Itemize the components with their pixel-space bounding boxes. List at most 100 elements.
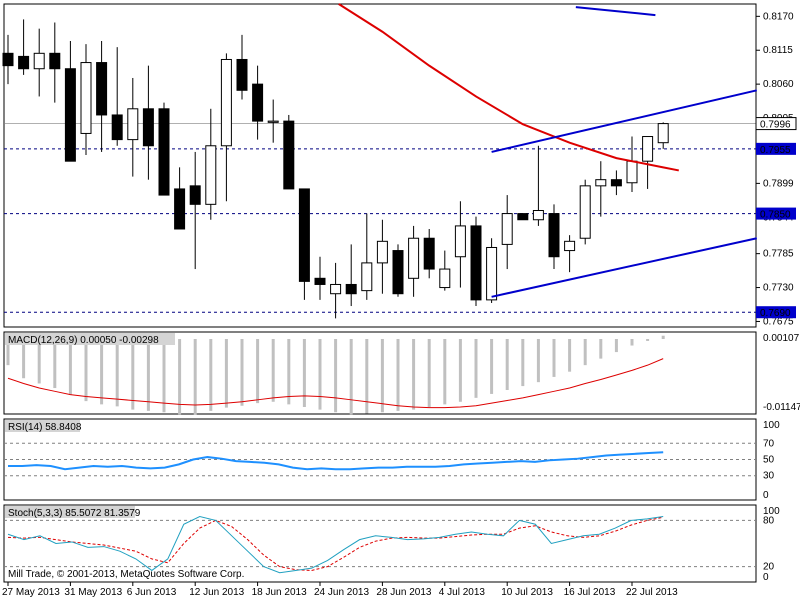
price-level-label: 0.7955 [760,145,791,156]
candle-body [283,120,295,190]
price-y-tick-label: 0.8060 [763,79,794,90]
footer-copyright: Mill Trade, © 2001-2013, MetaQuotes Soft… [8,569,245,580]
stoch-signal-line [7,516,664,571]
candle-body [111,114,123,141]
rsi-y-tick-label: 30 [763,471,775,482]
rsi-line [8,451,664,471]
x-tick-label: 24 Jun 2013 [314,587,369,598]
rsi-label-bg [5,420,80,432]
price-level-label: 0.7690 [760,308,791,319]
candle-body [564,240,576,252]
macd-y-tick-label: 0.00107 [763,333,800,344]
stoch-y-tick-label: 80 [763,515,775,526]
candle-body [18,55,30,70]
candle-body [361,262,373,292]
candle-body [423,237,435,270]
current-price-tag [755,117,797,131]
candle-body [642,136,654,162]
x-tick-label: 31 May 2013 [64,587,122,598]
candle-body [579,185,591,239]
candle-body [2,52,14,67]
stoch-label-bg [5,506,135,518]
rsi-y-tick-label: 100 [763,420,780,431]
x-tick-label: 6 Jun 2013 [127,587,177,598]
candle-body [330,283,342,295]
rsi-y-tick-label: 50 [763,455,775,466]
candle-body [392,250,404,295]
x-tick-label: 16 Jul 2013 [564,587,616,598]
macd-label-bg [5,333,175,345]
price-level-label: 0.7850 [760,210,791,221]
rsi-y-tick-label: 0 [763,490,769,501]
candle-body [205,145,217,205]
x-tick-label: 22 Jul 2013 [626,587,678,598]
candle-body [252,83,264,122]
price-y-tick-label: 0.7675 [763,316,794,327]
candle-body [470,225,482,301]
candle-body [33,52,45,70]
candle-body [657,123,669,144]
candle-body [298,188,310,282]
candle-body [345,283,357,295]
macd-label: MACD(12,26,9) 0.00050 -0.00298 [8,335,159,346]
candle-body [486,246,498,301]
candle-body [454,225,466,258]
x-tick-label: 28 Jun 2013 [376,587,431,598]
candle-body [142,108,154,147]
candle-body [595,179,607,187]
candle-body [220,58,232,147]
price-y-tick-label: 0.7899 [763,178,794,189]
x-tick-label: 4 Jul 2013 [439,587,486,598]
stoch-y-tick-label: 0 [763,572,769,583]
moving-average-line [338,3,679,172]
channel-upper-line [491,89,758,153]
price-y-tick-label: 0.8115 [763,45,793,56]
x-tick-label: 10 Jul 2013 [501,587,553,598]
candle-body [610,179,622,187]
candle-body [501,213,513,245]
candle-body [517,213,529,221]
stoch-main-line [7,516,664,574]
x-tick-label: 18 Jun 2013 [252,587,307,598]
price-level-tag [756,306,796,319]
rsi-y-tick-label: 70 [763,438,775,449]
price-y-tick-label: 0.7785 [763,249,794,260]
candle-body [314,277,326,285]
candle-body [548,213,560,258]
candle-body [626,160,638,184]
candle-body [236,58,248,91]
candle-body [80,62,92,134]
macd-panel-frame [3,331,757,415]
upper-trend-line [575,6,656,17]
candle-body [439,268,451,289]
candle-body [174,188,186,230]
candle-body [49,52,61,70]
price-level-tag [756,207,796,220]
candle-body [267,120,279,123]
candle-body [96,62,108,116]
stoch-y-tick-label: 20 [763,562,775,573]
price-level-tag [756,142,796,155]
price-y-tick-label: 0.8170 [763,11,794,22]
candle-body [64,68,76,162]
macd-y-tick-label: -0.01147 [763,402,800,413]
stoch-label: Stoch(5,3,3) 85.5072 81.3579 [8,508,141,519]
candle-body [189,185,201,205]
candle-body [127,108,139,141]
candle-body [158,108,170,196]
candle-body [408,237,420,279]
price-panel-frame [3,3,757,328]
x-tick-label: 27 May 2013 [2,587,60,598]
x-tick-label: 12 Jun 2013 [189,587,244,598]
stoch-y-tick-label: 100 [763,506,780,517]
current-price-label: 0.7996 [760,120,791,131]
candle-body [376,240,388,264]
channel-lower-line [491,237,758,298]
rsi-panel-frame [3,418,757,501]
candle-body [532,209,544,221]
price-y-tick-label: 0.7730 [763,283,794,294]
rsi-label: RSI(14) 58.8408 [8,422,82,433]
macd-signal-line [7,358,664,409]
stoch-panel-frame [3,504,757,583]
